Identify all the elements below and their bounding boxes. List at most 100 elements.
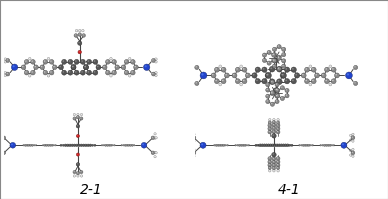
Circle shape [277,67,281,71]
Circle shape [272,54,274,55]
Circle shape [277,170,278,171]
Circle shape [282,144,284,145]
Circle shape [43,70,48,75]
Circle shape [124,70,129,75]
Circle shape [76,134,80,138]
Circle shape [73,144,76,146]
Circle shape [49,70,54,75]
Circle shape [0,151,3,154]
Circle shape [221,67,226,72]
Circle shape [26,144,28,146]
Circle shape [255,67,260,72]
Circle shape [277,67,279,69]
Circle shape [276,89,277,90]
Circle shape [336,74,337,75]
Circle shape [268,157,272,160]
Circle shape [73,175,76,177]
Circle shape [128,144,130,146]
Circle shape [125,71,126,73]
Circle shape [217,144,219,146]
Circle shape [83,34,84,35]
Circle shape [272,64,277,68]
Circle shape [52,65,57,70]
Circle shape [280,96,284,100]
Circle shape [0,156,3,158]
Circle shape [11,64,18,70]
Circle shape [67,144,68,145]
Circle shape [265,73,270,78]
Circle shape [268,124,270,125]
Circle shape [273,167,274,168]
Circle shape [277,55,281,60]
Circle shape [78,50,81,54]
Circle shape [277,157,278,159]
Circle shape [114,144,115,146]
Circle shape [35,144,37,146]
Circle shape [193,155,195,157]
Circle shape [154,137,156,139]
Circle shape [270,91,275,95]
Circle shape [62,144,64,146]
Circle shape [266,74,268,75]
Circle shape [273,131,274,132]
Circle shape [266,73,271,78]
Circle shape [21,65,26,70]
Circle shape [193,140,195,142]
Circle shape [242,144,244,146]
Circle shape [28,144,30,146]
Circle shape [329,65,330,66]
Circle shape [267,74,268,75]
Circle shape [240,144,242,146]
Circle shape [324,79,329,84]
Circle shape [275,94,279,98]
Circle shape [268,62,269,63]
Circle shape [305,79,310,84]
Circle shape [215,79,219,84]
Circle shape [273,164,274,166]
Circle shape [46,144,48,146]
Circle shape [256,68,258,70]
Circle shape [12,65,15,67]
Circle shape [276,160,280,164]
Circle shape [0,152,2,154]
Circle shape [93,59,98,64]
Circle shape [276,88,280,93]
Circle shape [215,80,217,81]
Circle shape [6,59,10,62]
Circle shape [268,157,270,159]
Circle shape [278,144,281,147]
Circle shape [351,151,355,155]
Circle shape [31,71,33,73]
Circle shape [269,167,270,168]
Circle shape [282,53,284,55]
Circle shape [273,88,278,93]
Circle shape [126,144,128,146]
Circle shape [302,74,304,75]
Circle shape [62,60,64,62]
Circle shape [278,144,279,145]
Circle shape [268,170,271,172]
Circle shape [329,65,332,68]
Circle shape [151,72,156,76]
Circle shape [76,144,77,145]
Circle shape [69,144,71,146]
Circle shape [262,58,267,62]
Circle shape [47,144,50,146]
Circle shape [268,124,272,127]
Circle shape [25,60,27,62]
Circle shape [74,70,79,75]
Circle shape [132,71,133,73]
Circle shape [322,144,323,146]
Circle shape [193,148,195,151]
Circle shape [285,88,289,93]
Circle shape [80,144,83,146]
Circle shape [320,144,321,146]
Circle shape [281,87,282,88]
Circle shape [65,144,66,145]
Circle shape [277,45,281,49]
Circle shape [259,144,262,147]
Circle shape [31,60,33,62]
Circle shape [77,113,79,116]
Circle shape [44,60,45,62]
Circle shape [271,103,272,104]
